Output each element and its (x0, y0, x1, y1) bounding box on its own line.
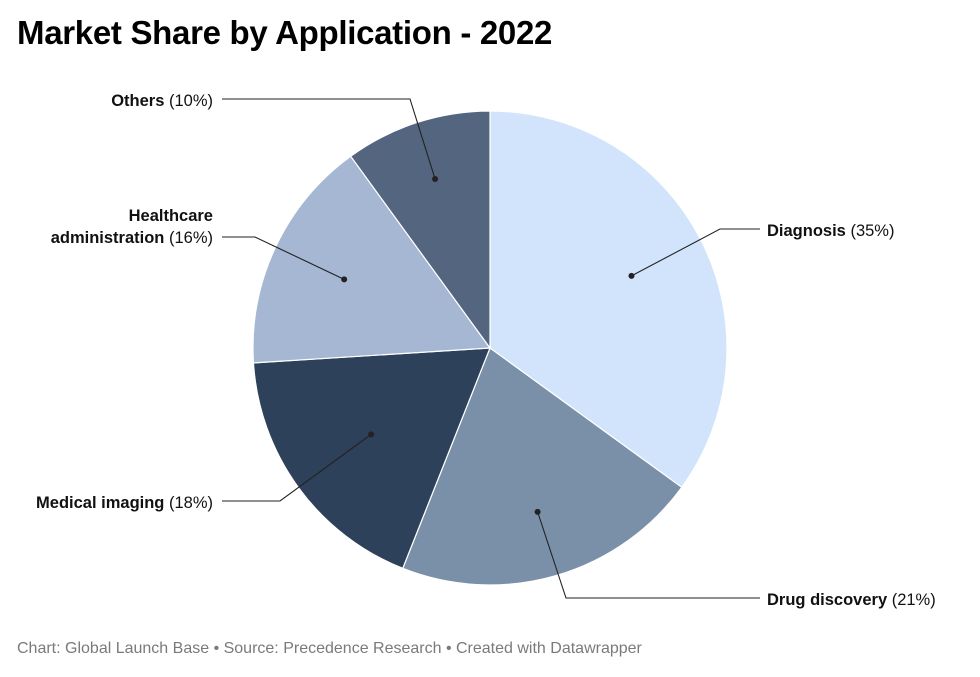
chart-title: Market Share by Application - 2022 (17, 14, 553, 51)
slice-label-healthcare-administration: Healthcare administration (16%) (51, 207, 213, 247)
slice-label-drug-discovery: Drug discovery (21%) (767, 591, 936, 609)
slice-label-medical-imaging: Medical imaging (18%) (36, 494, 213, 512)
leader-line-others (222, 98, 436, 180)
pie-slice-others (349, 110, 491, 350)
pie-slice-diagnosis (489, 110, 728, 489)
slice-label-diagnosis: Diagnosis (35%) (767, 222, 894, 240)
chart-footer: Chart: Global Launch Base • Source: Prec… (17, 640, 642, 657)
leader-line-medical-imaging (222, 433, 372, 502)
leader-dot-healthcare-administration (341, 276, 348, 283)
leader-dot-drug-discovery (534, 508, 541, 515)
leader-line-healthcare-administration (222, 236, 345, 280)
leader-dot-others (432, 175, 439, 182)
leader-dot-diagnosis (628, 272, 635, 279)
pie-slice-drug-discovery (401, 347, 683, 586)
slice-label-others: Others (10%) (111, 92, 213, 110)
leader-line-drug-discovery (537, 511, 760, 599)
leader-line-diagnosis (631, 228, 760, 277)
leader-dot-medical-imaging (368, 431, 375, 438)
